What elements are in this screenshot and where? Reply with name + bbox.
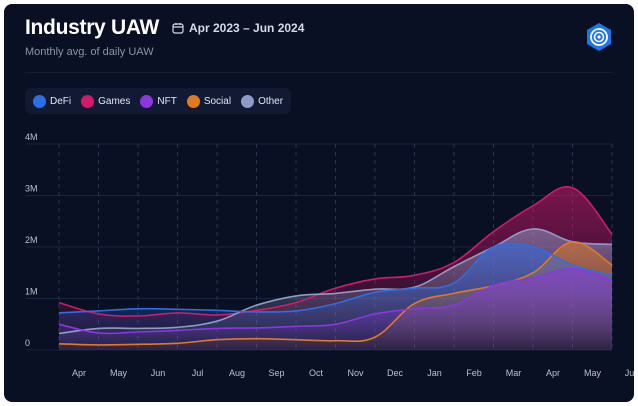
page-title: Industry UAW [25, 16, 160, 39]
legend-swatch [33, 94, 46, 108]
x-tick-label: Mar [506, 368, 522, 378]
date-range-selector[interactable]: Apr 2023 – Jun 2024 [172, 21, 304, 35]
x-tick-label: May [110, 368, 128, 378]
x-tick-label: Jun [625, 368, 634, 378]
legend-swatch [241, 94, 255, 108]
x-tick-label: Aug [229, 368, 245, 378]
legend-swatch [140, 94, 154, 108]
y-tick-label: 4M [25, 132, 38, 142]
legend-label: NFT [157, 95, 177, 107]
legend-label: DeFi [50, 95, 72, 107]
series-line-defi[interactable] [58, 242, 613, 314]
legend-item-social[interactable]: Social [186, 94, 232, 108]
y-tick-label: 0 [25, 338, 30, 348]
x-tick-label: Oct [309, 368, 324, 378]
x-tick-label: Apr [72, 368, 86, 378]
legend-label: Games [98, 95, 131, 107]
header-divider [25, 72, 613, 73]
series-line-other[interactable] [58, 228, 613, 335]
x-tick-label: May [584, 368, 602, 378]
y-tick-label: 1M [25, 287, 38, 297]
x-tick-label: Sep [268, 368, 284, 378]
x-tick-label: Jul [192, 368, 204, 378]
chart-subtitle: Monthly avg. of daily UAW [25, 46, 154, 58]
legend-item-other[interactable]: Other [241, 94, 284, 108]
series-line-nft[interactable] [58, 267, 613, 335]
x-tick-label: Nov [347, 368, 364, 378]
legend-label: Social [203, 95, 232, 107]
legend-item-defi[interactable]: DeFi [33, 94, 72, 108]
legend-swatch [81, 94, 95, 108]
x-tick-label: Apr [546, 368, 560, 378]
chart-card: 0 1M 2M 3M 4M Apr May Jun Jul Aug Sep Oct Nov Dec Jan F… [4, 4, 634, 402]
calendar-icon [172, 23, 184, 34]
y-tick-label: 2M [25, 235, 38, 245]
chart-legend: DeFi Games NFT Social Other [25, 88, 292, 114]
legend-label: Other [258, 95, 284, 107]
x-tick-label: Jan [427, 368, 442, 378]
legend-item-nft[interactable]: NFT [140, 94, 177, 108]
legend-swatch [186, 94, 200, 108]
legend-item-games[interactable]: Games [81, 94, 131, 108]
chart-area: 0 1M 2M 3M 4M Apr May Jun Jul Aug Sep Oct Nov Dec Jan F… [25, 132, 634, 378]
date-range-label: Apr 2023 – Jun 2024 [189, 21, 305, 35]
y-tick-label: 3M [25, 184, 38, 194]
x-tick-label: Jun [151, 368, 166, 378]
dappradar-logo-icon[interactable] [584, 22, 614, 52]
series-line-social[interactable] [58, 240, 613, 346]
x-tick-label: Feb [466, 368, 482, 378]
x-tick-label: Dec [387, 368, 404, 378]
series-line-games[interactable] [58, 185, 613, 317]
